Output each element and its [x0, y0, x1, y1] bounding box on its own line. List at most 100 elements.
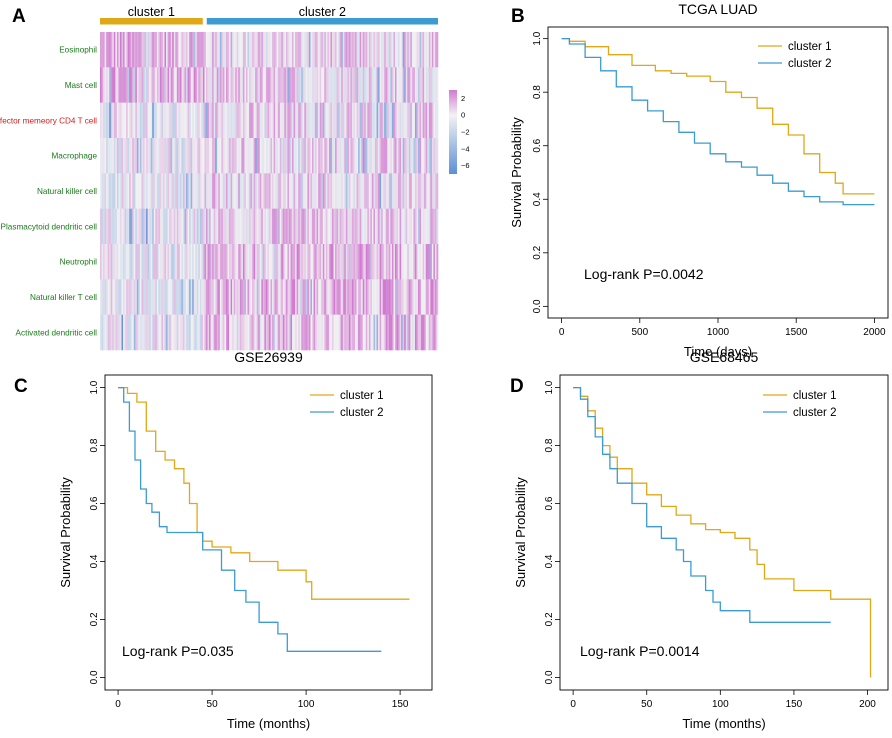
heatmap-cell: [331, 102, 334, 139]
heatmap-cell: [358, 173, 360, 209]
heatmap-cell: [221, 208, 224, 245]
heatmap-cell: [270, 279, 273, 315]
heatmap-cell: [103, 244, 105, 280]
heatmap-cell: [328, 138, 331, 174]
heatmap-cell: [407, 279, 410, 315]
heatmap-cell: [152, 314, 155, 351]
heatmap-cell: [433, 279, 436, 315]
heatmap-cell: [256, 244, 259, 280]
heatmap-cell: [253, 208, 256, 245]
heatmap-cell: [215, 244, 218, 280]
heatmap-cell: [139, 244, 142, 280]
heatmap-cell: [202, 32, 205, 68]
heatmap-cell: [153, 244, 156, 280]
colorbar-tick-label: −6: [461, 161, 470, 170]
heatmap-cell: [305, 102, 308, 139]
heatmap-cell: [247, 102, 250, 139]
heatmap-cell: [239, 208, 242, 245]
heatmap-cell: [187, 32, 190, 68]
heatmap-cell: [390, 138, 393, 174]
heatmap-cell: [371, 67, 374, 103]
heatmap-cell: [353, 279, 356, 315]
x-tick-label: 1000: [707, 327, 730, 338]
heatmap-cell: [265, 208, 268, 245]
heatmap-cell: [232, 208, 234, 245]
heatmap-cell: [319, 32, 322, 68]
heatmap-cell: [342, 32, 345, 68]
heatmap-cell: [345, 244, 348, 280]
heatmap-cell: [272, 67, 274, 103]
heatmap-cell: [373, 208, 376, 245]
heatmap-cell: [107, 67, 110, 103]
heatmap-cell: [325, 314, 328, 351]
heatmap-cell: [181, 279, 184, 315]
heatmap-cell: [119, 279, 122, 315]
heatmap-row-label-neutrophil: Neutrophil: [60, 258, 98, 267]
heatmap-cell: [264, 32, 267, 68]
heatmap-cell: [167, 279, 170, 315]
heatmap-cell: [156, 208, 159, 245]
heatmap-cell: [302, 314, 305, 351]
heatmap-cell: [402, 173, 405, 209]
heatmap-cell: [146, 279, 148, 315]
heatmap-cell: [391, 279, 394, 315]
heatmap-cell: [130, 279, 133, 315]
heatmap-cell: [434, 102, 437, 139]
heatmap-cell: [193, 138, 196, 174]
heatmap-cell: [295, 32, 297, 68]
heatmap-cell: [215, 173, 218, 209]
heatmap-cell: [313, 314, 316, 351]
heatmap-cell: [123, 279, 125, 315]
heatmap-cell: [198, 279, 201, 315]
heatmap-cell: [136, 279, 139, 315]
heatmap-cell: [298, 67, 301, 103]
heatmap-cell: [299, 173, 302, 209]
y-tick-label: 0.2: [532, 245, 543, 259]
heatmap-cell: [247, 32, 250, 68]
heatmap-cell: [241, 173, 244, 209]
heatmap-cell: [184, 173, 187, 209]
y-tick-label: 0.2: [544, 612, 555, 626]
heatmap-cell: [107, 208, 110, 245]
heatmap-cell: [424, 32, 427, 68]
heatmap-cell: [192, 138, 195, 174]
heatmap-cell: [227, 279, 230, 315]
heatmap-cell: [339, 314, 342, 351]
heatmap-cell: [269, 102, 271, 139]
heatmap-cell: [316, 32, 319, 68]
heatmap-cell: [232, 102, 234, 139]
heatmap-cell: [156, 138, 159, 174]
heatmap-cell: [213, 279, 216, 315]
heatmap-cell: [126, 173, 128, 209]
heatmap-cell: [351, 138, 354, 174]
heatmap-cell: [338, 67, 340, 103]
heatmap-cell: [173, 279, 176, 315]
heatmap-cell: [129, 32, 132, 68]
heatmap-cell: [204, 102, 207, 139]
heatmap-cell: [106, 138, 108, 174]
heatmap-cell: [161, 102, 164, 139]
heatmap-cell: [242, 314, 245, 351]
heatmap-cell: [262, 67, 265, 103]
heatmap-cell: [126, 314, 128, 351]
heatmap-cell: [428, 32, 431, 68]
heatmap-cell: [249, 102, 251, 139]
heatmap-cell: [253, 102, 256, 139]
heatmap-cell: [298, 32, 301, 68]
heatmap-cell: [404, 208, 407, 245]
heatmap-cell: [241, 67, 244, 103]
heatmap-cell: [302, 208, 305, 245]
heatmap-cell: [135, 244, 138, 280]
heatmap-cell: [178, 208, 181, 245]
heatmap-cell: [213, 102, 216, 139]
heatmap-cell: [353, 67, 356, 103]
heatmap-cell: [341, 138, 344, 174]
heatmap-cell: [376, 208, 379, 245]
heatmap-cell: [364, 279, 367, 315]
heatmap-cell: [272, 314, 274, 351]
heatmap-cell: [127, 173, 130, 209]
heatmap-cell: [178, 173, 181, 209]
heatmap-cell: [373, 32, 376, 68]
heatmap-cell: [351, 67, 354, 103]
heatmap-cell: [169, 279, 171, 315]
